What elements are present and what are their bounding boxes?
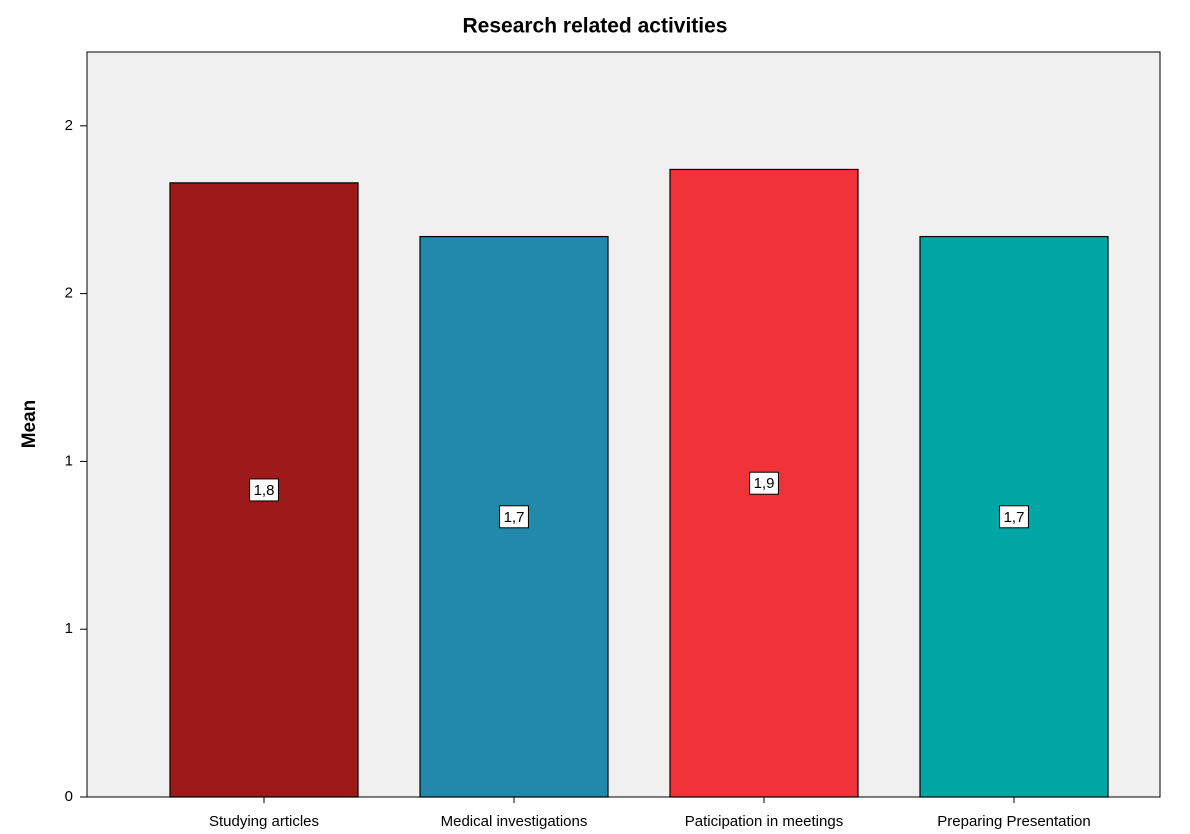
value-label-box	[499, 505, 529, 529]
x-tick-label: Preparing Presentation	[937, 813, 1090, 830]
value-label: 1,7	[1004, 509, 1025, 526]
y-tick-label: 2	[65, 117, 73, 134]
value-label: 1,9	[754, 475, 775, 492]
x-tick-label: Studying articles	[209, 813, 319, 830]
value-label-box	[249, 478, 279, 502]
y-axis-label: Mean	[19, 400, 40, 449]
y-tick-label: 1	[65, 620, 73, 637]
value-label: 1,8	[254, 482, 275, 499]
value-label-box	[749, 471, 779, 495]
y-tick-label: 0	[65, 788, 73, 805]
value-label: 1,7	[504, 509, 525, 526]
y-tick-label: 2	[65, 285, 73, 302]
value-label-box	[999, 505, 1029, 529]
x-tick-label: Paticipation in meetings	[685, 813, 843, 830]
chart-title: Research related activities	[463, 15, 728, 38]
x-tick-label: Medical investigations	[441, 813, 588, 830]
y-tick-label: 1	[65, 452, 73, 469]
